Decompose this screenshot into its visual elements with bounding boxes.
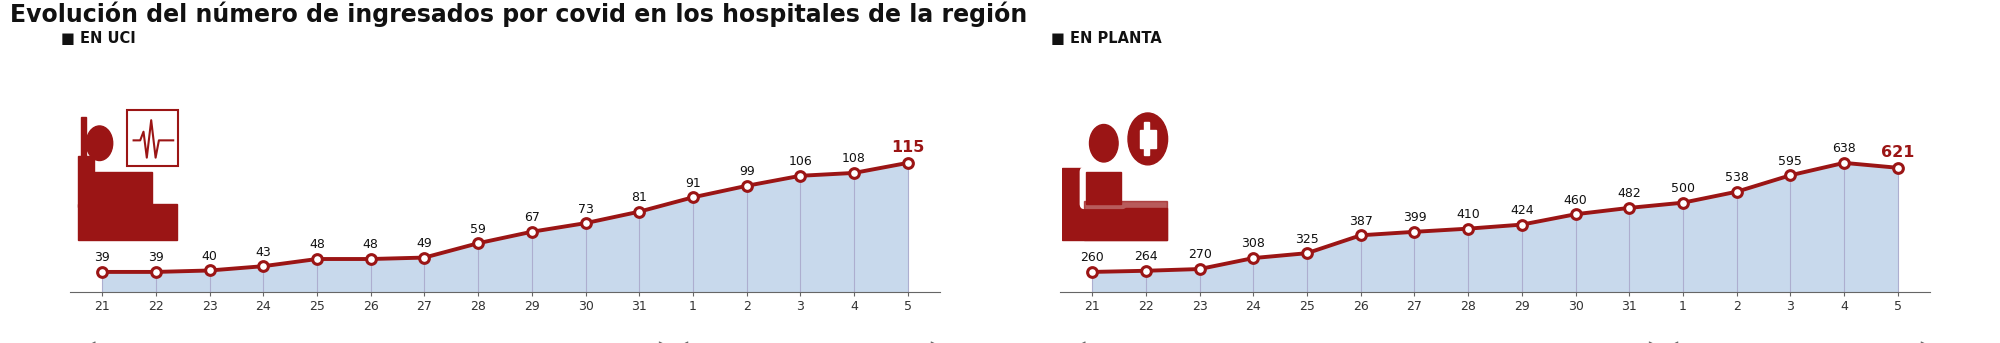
Bar bbox=[1062, 208, 1166, 240]
Text: 410: 410 bbox=[1456, 208, 1480, 221]
Text: 43: 43 bbox=[256, 246, 272, 259]
Bar bbox=[80, 117, 86, 204]
Text: 500: 500 bbox=[1670, 182, 1694, 195]
Bar bbox=[78, 156, 94, 206]
Text: 260: 260 bbox=[1080, 251, 1104, 264]
Text: Evolución del número de ingresados por covid en los hospitales de la región: Evolución del número de ingresados por c… bbox=[10, 2, 1028, 27]
Text: 39: 39 bbox=[148, 251, 164, 264]
Text: 638: 638 bbox=[1832, 142, 1856, 155]
Text: 308: 308 bbox=[1242, 237, 1266, 250]
Text: 73: 73 bbox=[578, 202, 594, 215]
Circle shape bbox=[86, 126, 112, 161]
Bar bbox=[1084, 201, 1166, 240]
Circle shape bbox=[1090, 125, 1118, 162]
Text: 48: 48 bbox=[362, 238, 378, 251]
Text: 621: 621 bbox=[1882, 145, 1914, 160]
Circle shape bbox=[1128, 113, 1168, 165]
Bar bbox=[1144, 122, 1148, 155]
Bar bbox=[1140, 130, 1156, 147]
Text: 48: 48 bbox=[310, 238, 324, 251]
Text: 264: 264 bbox=[1134, 250, 1158, 263]
Text: 67: 67 bbox=[524, 211, 540, 224]
Text: 482: 482 bbox=[1618, 187, 1642, 200]
Text: 595: 595 bbox=[1778, 155, 1802, 168]
Text: 91: 91 bbox=[686, 177, 700, 190]
Text: 538: 538 bbox=[1724, 171, 1748, 184]
Bar bbox=[92, 172, 152, 204]
Bar bbox=[78, 204, 176, 240]
Text: 270: 270 bbox=[1188, 248, 1212, 261]
Text: 387: 387 bbox=[1348, 215, 1372, 228]
Text: 399: 399 bbox=[1402, 211, 1426, 224]
Text: 39: 39 bbox=[94, 251, 110, 264]
Text: ■ EN UCI: ■ EN UCI bbox=[62, 31, 136, 46]
Text: 59: 59 bbox=[470, 223, 486, 236]
Bar bbox=[1086, 172, 1122, 204]
Text: 40: 40 bbox=[202, 250, 218, 263]
Text: 106: 106 bbox=[788, 155, 812, 168]
Text: ■ EN PLANTA: ■ EN PLANTA bbox=[1052, 31, 1162, 46]
Text: 81: 81 bbox=[632, 191, 648, 204]
Text: 424: 424 bbox=[1510, 204, 1534, 217]
Text: 115: 115 bbox=[892, 140, 924, 155]
Text: 460: 460 bbox=[1564, 193, 1588, 206]
Text: 108: 108 bbox=[842, 152, 866, 165]
Text: 49: 49 bbox=[416, 237, 432, 250]
Bar bbox=[1062, 168, 1082, 211]
Text: 99: 99 bbox=[738, 165, 754, 178]
FancyBboxPatch shape bbox=[1080, 168, 1126, 208]
Text: 325: 325 bbox=[1296, 233, 1318, 246]
FancyBboxPatch shape bbox=[128, 110, 178, 166]
